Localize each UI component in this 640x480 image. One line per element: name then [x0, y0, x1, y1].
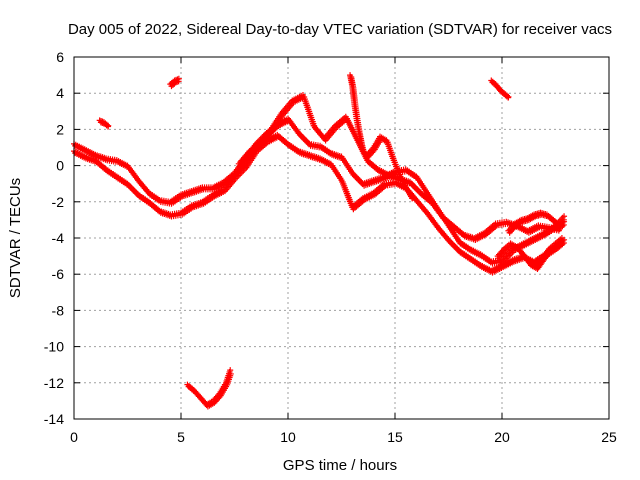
series-trace-j [184, 367, 234, 410]
data-point-marker [561, 213, 568, 220]
data-point-marker [227, 367, 234, 374]
y-tick-label: -12 [44, 375, 64, 391]
series-trace-a [71, 115, 568, 267]
x-axis-label: GPS time / hours [283, 457, 397, 474]
y-tick-label: 0 [56, 158, 64, 174]
series-trace-d [347, 72, 416, 202]
y-tick-label: -6 [52, 266, 65, 282]
series-trace-i [488, 77, 512, 101]
y-tick-label: -2 [52, 194, 65, 210]
grid-lines [74, 57, 609, 419]
y-tick-label: -14 [44, 411, 64, 427]
x-tick-label: 10 [280, 429, 296, 445]
series-trace-c [235, 92, 563, 243]
y-tick-label: -10 [44, 339, 64, 355]
y-axis-label: SDTVAR / TECUs [7, 178, 24, 298]
y-tick-label: 4 [56, 85, 64, 101]
series-trace-g [96, 117, 112, 130]
x-tick-label: 15 [387, 429, 403, 445]
x-tick-label: 5 [177, 429, 185, 445]
y-tick-label: 2 [56, 121, 64, 137]
y-tick-label: 6 [56, 49, 64, 65]
data-point-marker [105, 122, 112, 129]
y-tick-label: -4 [52, 230, 65, 246]
data-point-marker [505, 93, 512, 100]
x-tick-label: 25 [601, 429, 617, 445]
chart-title: Day 005 of 2022, Sidereal Day-to-day VTE… [68, 21, 612, 38]
series-trace-f [494, 235, 565, 272]
axis-ticks: 0 5 10 15 20 25 -14 -12 -10 -8 -6 -4 -2 0 2 4 6 [44, 49, 617, 445]
y-tick-label: -8 [52, 302, 65, 318]
x-tick-label: 20 [494, 429, 510, 445]
data-point-marker [175, 75, 182, 82]
series-trace-h [167, 75, 182, 90]
data-point-marker [558, 235, 565, 241]
series-trace-e [505, 209, 568, 236]
x-tick-label: 0 [70, 429, 78, 445]
data-point-marker [561, 218, 568, 225]
series-trace-b [71, 131, 568, 276]
data-point-marker [409, 195, 416, 202]
data-markers [71, 72, 568, 410]
